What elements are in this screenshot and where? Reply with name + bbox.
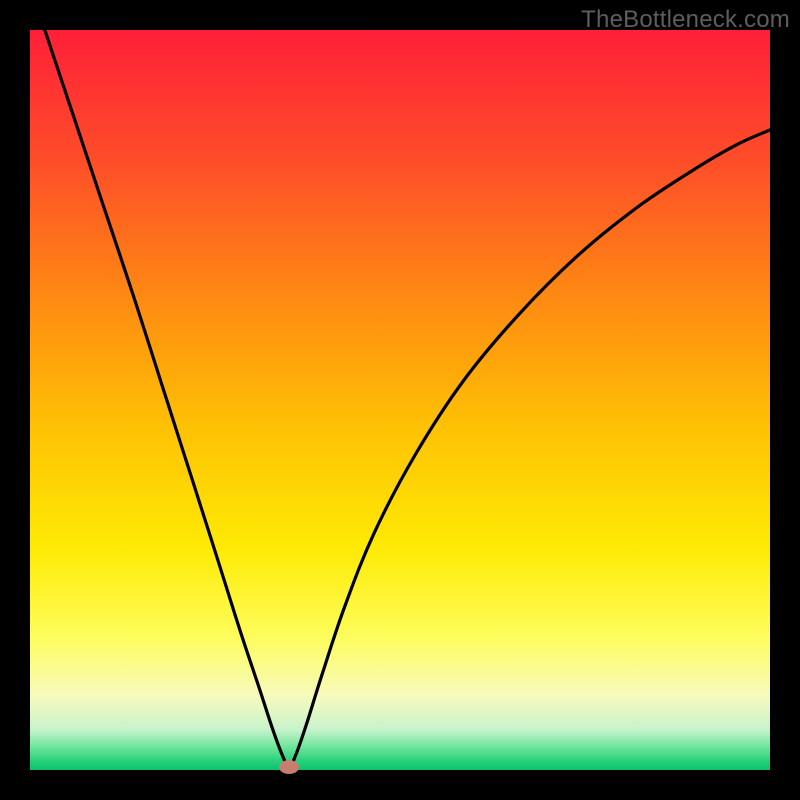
chart-stage: TheBottleneck.com bbox=[0, 0, 800, 800]
watermark-text: TheBottleneck.com bbox=[581, 6, 790, 34]
optimum-marker bbox=[279, 760, 299, 774]
bottleneck-chart bbox=[0, 0, 800, 800]
plot-background bbox=[30, 30, 770, 770]
